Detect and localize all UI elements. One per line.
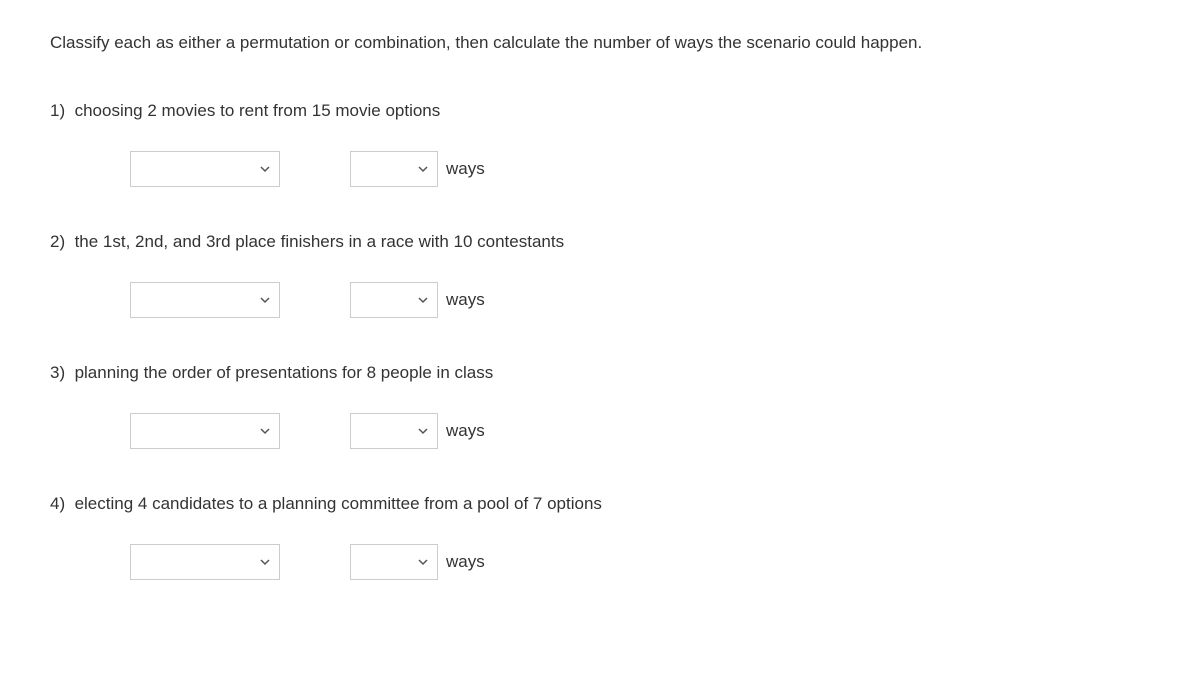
question-3-prompt: planning the order of presentations for … <box>75 363 494 382</box>
ways-label-4: ways <box>446 552 485 572</box>
chevron-down-icon <box>417 425 429 437</box>
chevron-down-icon <box>417 294 429 306</box>
question-2: 2) the 1st, 2nd, and 3rd place finishers… <box>50 232 1150 318</box>
question-2-number: 2) <box>50 232 65 251</box>
type-dropdown-4[interactable] <box>130 544 280 580</box>
chevron-down-icon <box>259 556 271 568</box>
ways-label-1: ways <box>446 159 485 179</box>
chevron-down-icon <box>259 163 271 175</box>
number-dropdown-4[interactable] <box>350 544 438 580</box>
number-dropdown-2[interactable] <box>350 282 438 318</box>
chevron-down-icon <box>417 556 429 568</box>
number-dropdown-1[interactable] <box>350 151 438 187</box>
question-4: 4) electing 4 candidates to a planning c… <box>50 494 1150 580</box>
number-dropdown-3[interactable] <box>350 413 438 449</box>
question-3: 3) planning the order of presentations f… <box>50 363 1150 449</box>
chevron-down-icon <box>259 294 271 306</box>
question-4-number: 4) <box>50 494 65 513</box>
type-dropdown-3[interactable] <box>130 413 280 449</box>
answer-row-4: ways <box>130 544 1150 580</box>
chevron-down-icon <box>259 425 271 437</box>
type-dropdown-1[interactable] <box>130 151 280 187</box>
chevron-down-icon <box>417 163 429 175</box>
answer-row-3: ways <box>130 413 1150 449</box>
instruction-text: Classify each as either a permutation or… <box>50 30 1150 56</box>
question-1: 1) choosing 2 movies to rent from 15 mov… <box>50 101 1150 187</box>
type-dropdown-2[interactable] <box>130 282 280 318</box>
question-1-prompt: choosing 2 movies to rent from 15 movie … <box>75 101 441 120</box>
question-2-text: 2) the 1st, 2nd, and 3rd place finishers… <box>50 232 1150 252</box>
question-3-number: 3) <box>50 363 65 382</box>
question-4-prompt: electing 4 candidates to a planning comm… <box>75 494 602 513</box>
answer-row-1: ways <box>130 151 1150 187</box>
ways-label-3: ways <box>446 421 485 441</box>
question-2-prompt: the 1st, 2nd, and 3rd place finishers in… <box>75 232 565 251</box>
question-3-text: 3) planning the order of presentations f… <box>50 363 1150 383</box>
ways-label-2: ways <box>446 290 485 310</box>
question-1-number: 1) <box>50 101 65 120</box>
question-4-text: 4) electing 4 candidates to a planning c… <box>50 494 1150 514</box>
question-1-text: 1) choosing 2 movies to rent from 15 mov… <box>50 101 1150 121</box>
answer-row-2: ways <box>130 282 1150 318</box>
